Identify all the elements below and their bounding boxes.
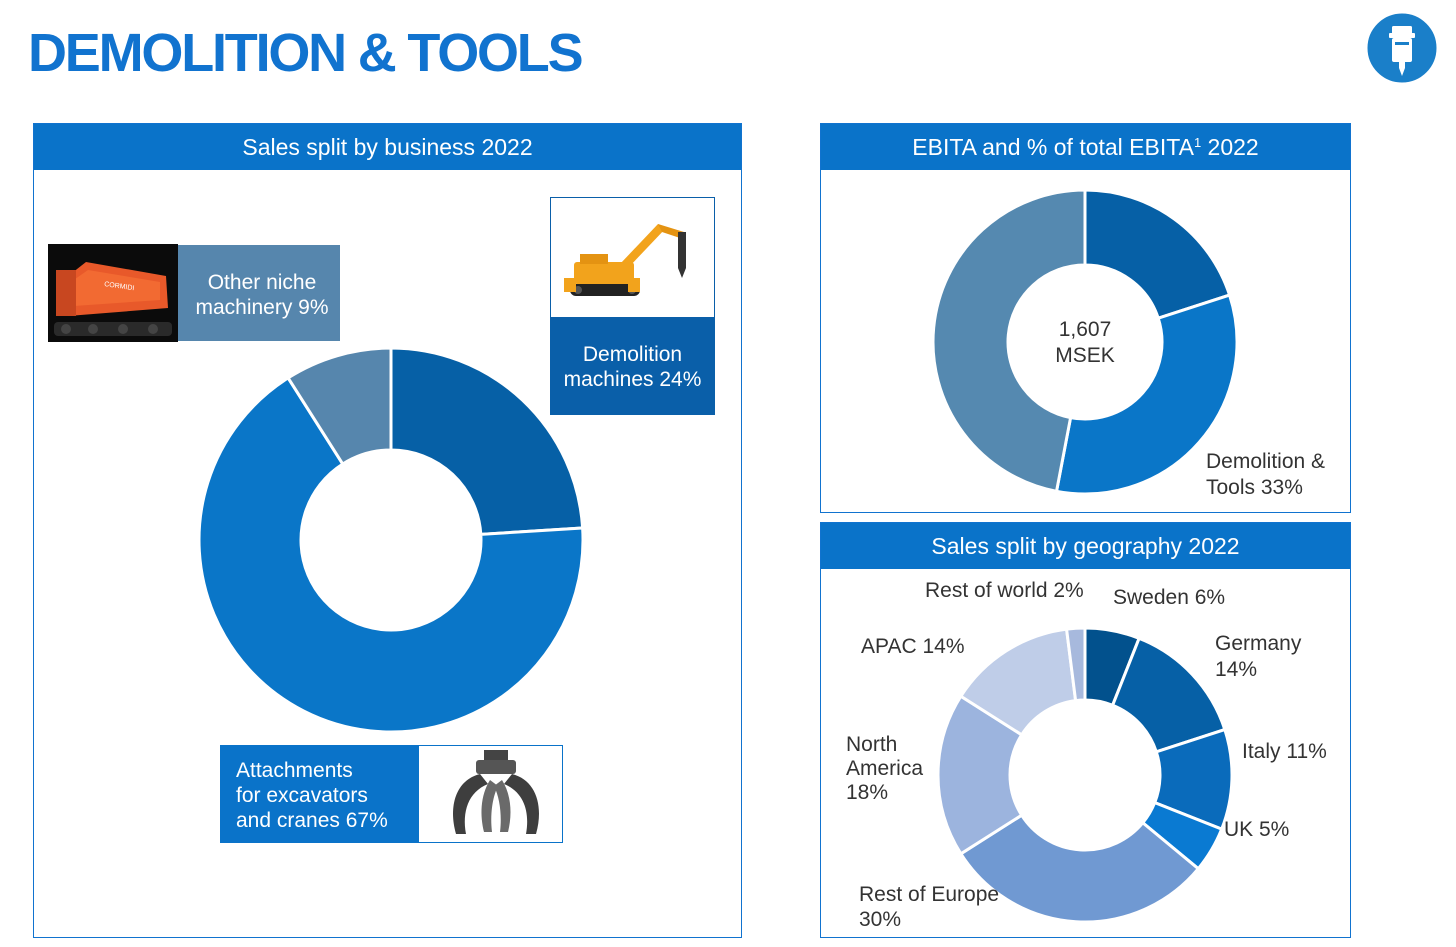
geo-label-sweden: Sweden 6% [1113, 586, 1225, 609]
attachments-label-box [221, 746, 419, 842]
geography-panel: Sales split by geography 2022 Sweden 6% G… [820, 522, 1351, 938]
attachments-label-line1: Attachments [236, 759, 353, 782]
ebita-title-year: 2022 [1201, 134, 1259, 160]
slice-other-niche [286, 346, 393, 467]
geo-label-rest-europe-2: 30% [859, 908, 901, 931]
slice-rest-of-world [1064, 626, 1087, 703]
ebita-panel-title: EBITA and % of total EBITA1 2022 [821, 124, 1350, 170]
attachments-label-line3: and cranes 67% [236, 809, 388, 832]
demolition-label-line1: Demolition [582, 343, 683, 366]
slice-demolition-tools-b [1054, 293, 1239, 496]
compact-dumper-photo: CORMIDI [48, 244, 178, 342]
ebita-donut-chart: 1,607 MSEK Demolition & Tools 33% [931, 188, 1325, 499]
slice-rest-of-europe [958, 813, 1201, 924]
svg-text:CORMIDI: CORMIDI [104, 281, 135, 292]
slice-north-america [936, 694, 1024, 856]
slice-demolition-tools-a [1083, 188, 1232, 321]
other-niche-label-line2: machinery 9% [195, 296, 329, 319]
geo-label-germany-1: Germany [1215, 632, 1302, 655]
geo-label-uk: UK 5% [1224, 818, 1289, 841]
page-title: DEMOLITION & TOOLS [28, 23, 584, 83]
ebita-total-value: 1,607 [1059, 318, 1112, 341]
ebita-title-text: EBITA and % of total EBITA [912, 134, 1194, 160]
geo-label-italy: Italy 11% [1242, 740, 1327, 763]
demolition-machines-label-box [551, 317, 714, 414]
business-panel-title: Sales split by business 2022 [34, 124, 741, 170]
geo-label-rest-world: Rest of world 2% [925, 579, 1084, 602]
attachments-label: Attachments for excavators and cranes 67… [236, 758, 416, 833]
other-niche-label: Other niche machinery 9% [182, 270, 342, 320]
slice-other-business-areas [931, 188, 1087, 494]
ebita-dt-label-line1: Demolition & [1206, 450, 1325, 473]
business-donut-chart [197, 346, 585, 734]
ebita-title-footnote: 1 [1193, 135, 1202, 150]
geo-label-apac: APAC 14% [861, 635, 965, 658]
grapple-attachment-photo [453, 750, 539, 834]
attachments-label-line2: for excavators [236, 784, 368, 807]
ebita-panel: EBITA and % of total EBITA1 2022 1,607 MS… [820, 123, 1351, 513]
slice-demolition-machines [389, 346, 585, 536]
ebita-total-unit: MSEK [1055, 344, 1115, 367]
business-panel: Sales split by business 2022 CORMIDI Oth… [33, 123, 742, 938]
demolition-machines-label: Demolition machines 24% [551, 342, 714, 392]
other-niche-label-line1: Other niche [207, 271, 317, 294]
slice-attachments [197, 375, 585, 734]
geo-label-north-america-2: America [846, 757, 923, 780]
hydraulic-breaker-icon [1366, 12, 1438, 84]
geo-label-north-america-3: 18% [846, 781, 888, 804]
geography-panel-title: Sales split by geography 2022 [821, 523, 1350, 569]
ebita-dt-label-line2: Tools 33% [1206, 476, 1303, 499]
demolition-robot-photo [564, 224, 686, 296]
geo-label-north-america-1: North [846, 733, 897, 756]
geo-label-germany-2: 14% [1215, 658, 1257, 681]
demolition-label-line2: machines 24% [563, 368, 702, 391]
geo-label-rest-europe-1: Rest of Europe [859, 883, 999, 906]
geography-donut-chart: Sweden 6% Germany 14% Italy 11% UK 5% Rest of… [846, 579, 1327, 931]
